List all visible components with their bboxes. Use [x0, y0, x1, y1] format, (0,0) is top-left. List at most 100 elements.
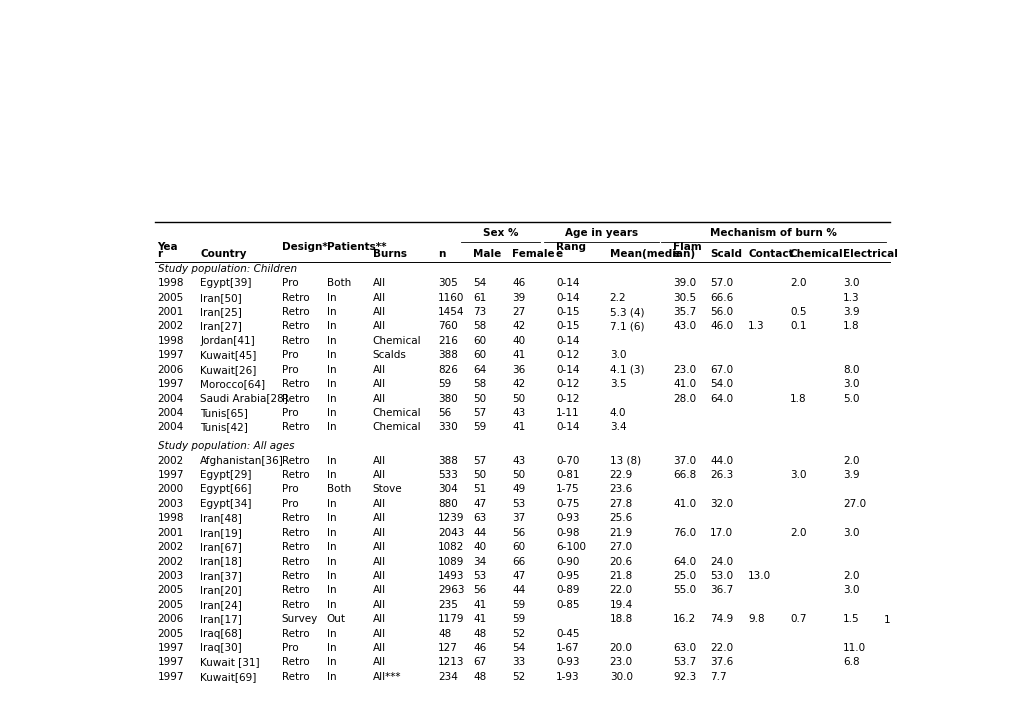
Text: Retro: Retro — [281, 600, 309, 610]
Text: 2006: 2006 — [157, 614, 183, 624]
Text: 67.0: 67.0 — [709, 365, 733, 374]
Text: 32.0: 32.0 — [709, 499, 733, 509]
Text: 50: 50 — [512, 394, 525, 403]
Text: 22.0: 22.0 — [709, 643, 733, 653]
Text: 48: 48 — [473, 672, 486, 682]
Text: 2.0: 2.0 — [842, 571, 859, 581]
Text: 760: 760 — [438, 321, 458, 331]
Text: 23.6: 23.6 — [609, 485, 633, 495]
Text: 2002: 2002 — [157, 542, 183, 552]
Text: 2006: 2006 — [157, 365, 183, 374]
Text: 1239: 1239 — [438, 513, 465, 523]
Text: 53: 53 — [512, 499, 525, 509]
Text: 37.0: 37.0 — [673, 456, 695, 466]
Text: In: In — [326, 657, 336, 667]
Text: 2001: 2001 — [157, 528, 183, 538]
Text: Country: Country — [200, 249, 247, 259]
Text: 1-11: 1-11 — [555, 408, 579, 418]
Text: 41: 41 — [473, 600, 486, 610]
Text: 27: 27 — [512, 307, 525, 317]
Text: Egypt[66]: Egypt[66] — [200, 485, 252, 495]
Text: 1997: 1997 — [157, 379, 183, 389]
Text: Retro: Retro — [281, 307, 309, 317]
Text: 2003: 2003 — [157, 571, 183, 581]
Text: 30.0: 30.0 — [609, 672, 632, 682]
Text: 1213: 1213 — [438, 657, 465, 667]
Text: All***: All*** — [372, 672, 400, 682]
Text: Study population: All ages: Study population: All ages — [157, 441, 293, 451]
Text: All: All — [372, 614, 385, 624]
Text: 7.7: 7.7 — [709, 672, 726, 682]
Text: 35.7: 35.7 — [673, 307, 696, 317]
Text: 1.8: 1.8 — [789, 394, 806, 403]
Text: Chemical: Chemical — [789, 249, 843, 259]
Text: Age in years: Age in years — [565, 228, 637, 238]
Text: 54: 54 — [473, 278, 486, 288]
Text: 1.8: 1.8 — [842, 321, 859, 331]
Text: Electrical: Electrical — [842, 249, 897, 259]
Text: 2004: 2004 — [157, 394, 183, 403]
Text: Pro: Pro — [281, 408, 298, 418]
Text: 2003: 2003 — [157, 499, 183, 509]
Text: Sex %: Sex % — [482, 228, 518, 238]
Text: Kuwait[45]: Kuwait[45] — [200, 351, 257, 360]
Text: 56.0: 56.0 — [709, 307, 733, 317]
Text: Retro: Retro — [281, 672, 309, 682]
Text: 47: 47 — [512, 571, 525, 581]
Text: 6-100: 6-100 — [555, 542, 585, 552]
Text: All: All — [372, 513, 385, 523]
Text: 53.0: 53.0 — [709, 571, 733, 581]
Text: In: In — [326, 557, 336, 567]
Text: e: e — [555, 249, 562, 259]
Text: 3.9: 3.9 — [842, 470, 859, 480]
Text: 67: 67 — [473, 657, 486, 667]
Text: 41.0: 41.0 — [673, 499, 695, 509]
Text: 37: 37 — [512, 513, 525, 523]
Text: 50: 50 — [473, 470, 486, 480]
Text: 1.3: 1.3 — [842, 292, 859, 302]
Text: 1160: 1160 — [438, 292, 464, 302]
Text: 8.0: 8.0 — [842, 365, 859, 374]
Text: 0-15: 0-15 — [555, 307, 579, 317]
Text: 64.0: 64.0 — [709, 394, 733, 403]
Text: In: In — [326, 499, 336, 509]
Text: 40: 40 — [473, 542, 486, 552]
Text: 41: 41 — [473, 614, 486, 624]
Text: 66: 66 — [512, 557, 525, 567]
Text: 23.0: 23.0 — [673, 365, 695, 374]
Text: All: All — [372, 629, 385, 639]
Text: In: In — [326, 629, 336, 639]
Text: 0-12: 0-12 — [555, 379, 579, 389]
Text: 1997: 1997 — [157, 657, 183, 667]
Text: Iran[20]: Iran[20] — [200, 585, 242, 595]
Text: Retro: Retro — [281, 456, 309, 466]
Text: 2.0: 2.0 — [789, 528, 806, 538]
Text: Kuwait[69]: Kuwait[69] — [200, 672, 257, 682]
Text: 58: 58 — [473, 321, 486, 331]
Text: 2005: 2005 — [157, 585, 183, 595]
Text: 5.3 (4): 5.3 (4) — [609, 307, 644, 317]
Text: 235: 235 — [438, 600, 458, 610]
Text: Both: Both — [326, 278, 351, 288]
Text: 9.8: 9.8 — [747, 614, 764, 624]
Text: 33: 33 — [512, 657, 525, 667]
Text: 0-93: 0-93 — [555, 513, 579, 523]
Text: 1997: 1997 — [157, 643, 183, 653]
Text: 18.8: 18.8 — [609, 614, 633, 624]
Text: 74.9: 74.9 — [709, 614, 733, 624]
Text: 234: 234 — [438, 672, 458, 682]
Text: 43: 43 — [512, 408, 525, 418]
Text: 7.1 (6): 7.1 (6) — [609, 321, 644, 331]
Text: In: In — [326, 351, 336, 360]
Text: 0-15: 0-15 — [555, 321, 579, 331]
Text: 57: 57 — [473, 408, 486, 418]
Text: 60: 60 — [512, 542, 525, 552]
Text: 19.4: 19.4 — [609, 600, 633, 610]
Text: In: In — [326, 456, 336, 466]
Text: All: All — [372, 542, 385, 552]
Text: Retro: Retro — [281, 292, 309, 302]
Text: 30.5: 30.5 — [673, 292, 695, 302]
Text: All: All — [372, 394, 385, 403]
Text: Retro: Retro — [281, 657, 309, 667]
Text: 0.7: 0.7 — [789, 614, 806, 624]
